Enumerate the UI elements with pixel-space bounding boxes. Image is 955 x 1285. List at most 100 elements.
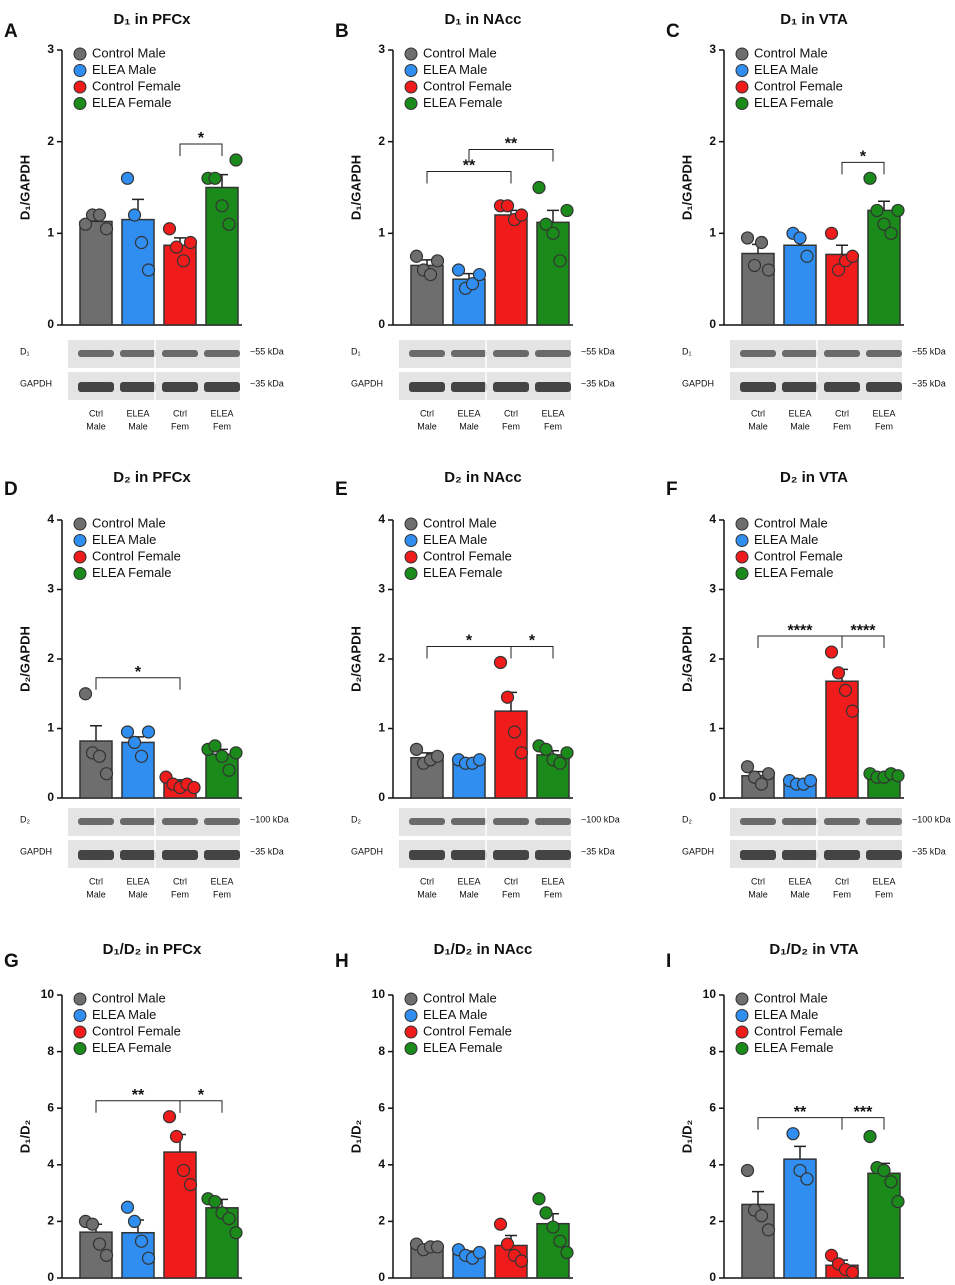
legend-swatch xyxy=(735,1042,749,1055)
lane-label: Male xyxy=(128,889,148,899)
blot-band xyxy=(204,850,240,860)
blot-band xyxy=(409,350,445,357)
legend-swatch xyxy=(73,534,87,547)
blot-row-label: GAPDH xyxy=(682,846,714,856)
legend-label: ELEA Female xyxy=(423,1040,503,1055)
lane-label: Ctrl xyxy=(420,408,434,418)
legend-swatch xyxy=(735,567,749,580)
lane-label: Ctrl xyxy=(173,408,187,418)
data-point xyxy=(803,774,818,788)
y-tick-label: 0 xyxy=(47,790,54,804)
blot-size-label: ~55 kDa xyxy=(250,346,284,356)
data-point xyxy=(78,687,93,701)
data-point xyxy=(141,263,156,277)
y-tick-label: 6 xyxy=(709,1100,716,1114)
data-point xyxy=(465,277,480,291)
blot-band xyxy=(120,350,156,357)
y-tick-label: 10 xyxy=(703,987,717,1001)
y-tick-label: 0 xyxy=(47,317,54,331)
blot-row-label: D₂ xyxy=(20,814,30,824)
data-point xyxy=(514,746,529,760)
y-tick-label: 8 xyxy=(709,1044,716,1058)
blot-band xyxy=(451,818,487,825)
blot-row-label: GAPDH xyxy=(351,378,383,388)
lane-label: Ctrl xyxy=(89,876,103,886)
blot-size-label: ~100 kDa xyxy=(912,814,951,824)
data-point xyxy=(863,171,877,185)
legend-label: Control Male xyxy=(754,515,828,530)
data-point xyxy=(127,208,142,222)
data-point xyxy=(127,735,142,750)
y-tick-label: 0 xyxy=(47,1270,54,1284)
data-point xyxy=(222,1211,236,1226)
blot-row-label: D₁ xyxy=(682,346,692,356)
panel-letter: G xyxy=(4,951,19,972)
data-point xyxy=(786,1127,800,1141)
chart-title: D₁/D₂ in PFCx xyxy=(103,941,202,958)
chart-title: D₁ in NAcc xyxy=(444,11,521,28)
blot-size-label: ~35 kDa xyxy=(581,378,615,388)
legend-swatch xyxy=(404,517,418,531)
panel-letter: C xyxy=(666,21,680,42)
legend-label: ELEA Female xyxy=(754,95,834,110)
data-point xyxy=(831,666,846,680)
blot-band xyxy=(866,350,902,357)
lane-label: Male xyxy=(417,889,437,899)
data-point xyxy=(761,767,776,781)
blot-band xyxy=(451,382,487,392)
significance-bracket xyxy=(95,677,181,690)
legend-swatch xyxy=(404,567,418,580)
blot-size-label: ~100 kDa xyxy=(581,814,620,824)
panel-letter: B xyxy=(335,21,349,42)
y-tick-label: 1 xyxy=(709,226,716,240)
lane-label: ELEA xyxy=(872,876,895,886)
lane-label: Male xyxy=(748,889,768,899)
blot-band xyxy=(204,382,240,392)
data-point xyxy=(169,1129,184,1144)
data-point xyxy=(472,267,487,282)
data-point xyxy=(141,725,156,739)
legend-label: Control Male xyxy=(92,515,166,530)
legend-label: ELEA Male xyxy=(423,62,487,77)
data-point xyxy=(99,767,114,781)
y-tick-label: 8 xyxy=(378,1044,385,1058)
bar xyxy=(494,710,528,799)
legend-swatch xyxy=(404,64,418,77)
legend-swatch xyxy=(404,534,418,547)
y-tick-label: 1 xyxy=(709,721,716,735)
blot-band xyxy=(120,818,156,825)
data-point xyxy=(92,208,107,222)
chart-title: D₁ in PFCx xyxy=(113,11,191,28)
legend-swatch xyxy=(404,47,418,61)
lane-label: Ctrl xyxy=(835,876,849,886)
data-point xyxy=(92,749,107,763)
lane-label: Fem xyxy=(502,889,520,899)
blot-row-label: D₂ xyxy=(682,814,692,824)
data-point xyxy=(169,240,184,254)
blot-size-label: ~55 kDa xyxy=(581,346,615,356)
significance-label: * xyxy=(466,633,473,650)
data-point xyxy=(747,258,762,273)
blot-band xyxy=(535,850,571,860)
blot-band xyxy=(866,850,902,860)
legend-label: ELEA Female xyxy=(754,1040,834,1055)
legend-label: Control Male xyxy=(423,515,497,530)
data-point xyxy=(539,217,553,231)
y-tick-label: 2 xyxy=(47,651,54,665)
legend-label: ELEA Male xyxy=(754,532,818,547)
blot-band xyxy=(782,382,818,392)
data-point xyxy=(430,254,445,268)
lane-label: ELEA xyxy=(457,408,480,418)
data-point xyxy=(229,153,243,167)
data-point xyxy=(838,683,853,697)
legend-label: ELEA Male xyxy=(92,1007,156,1022)
data-point xyxy=(78,217,93,231)
lane-label: ELEA xyxy=(126,408,149,418)
y-tick-label: 4 xyxy=(47,512,54,526)
panel-letter: F xyxy=(666,479,678,500)
lane-label: Ctrl xyxy=(89,408,103,418)
blot-band xyxy=(204,818,240,825)
blot-band xyxy=(493,850,529,860)
y-tick-label: 1 xyxy=(378,226,385,240)
